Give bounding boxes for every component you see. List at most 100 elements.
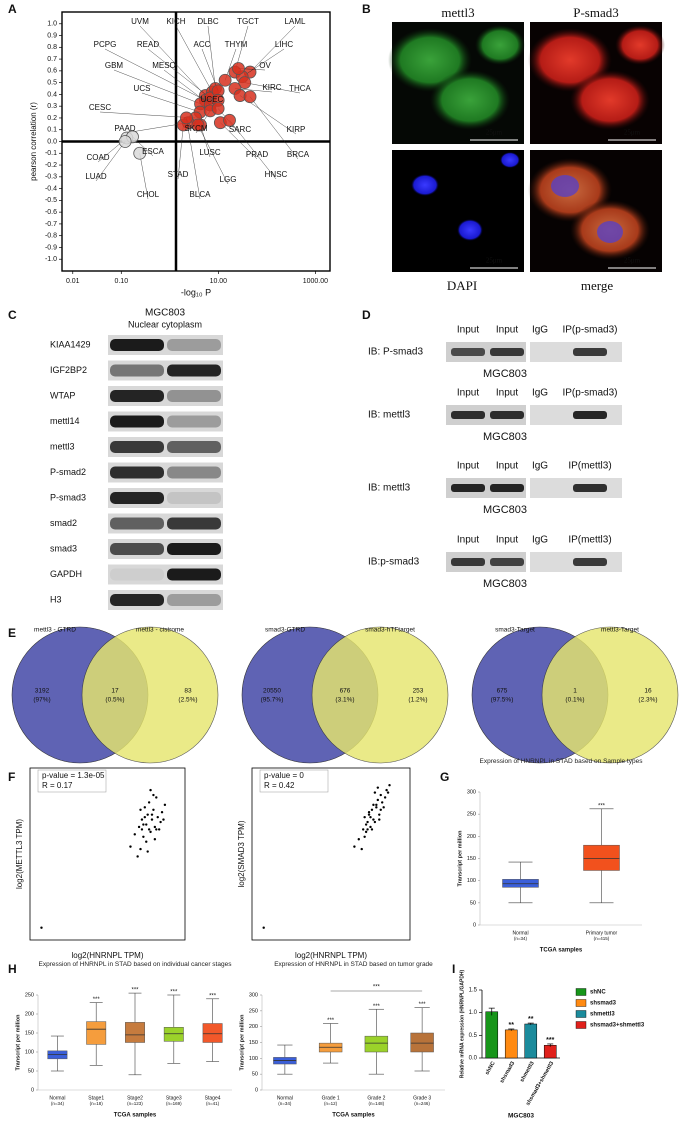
venn-count: (0.1%) — [565, 697, 584, 704]
panel-label: F — [8, 770, 15, 784]
lane-label: Input — [496, 325, 518, 336]
point-label: LUSC — [199, 148, 221, 157]
point-label: LUAD — [85, 172, 107, 181]
point-label: OV — [259, 61, 271, 70]
point-label: THYM — [225, 40, 248, 49]
venn-count: (2.3%) — [638, 697, 657, 704]
point — [372, 803, 375, 807]
point-label: STAD — [168, 170, 189, 179]
x-tick-label: 0.10 — [114, 278, 128, 285]
box — [364, 1035, 389, 1053]
point — [153, 838, 157, 841]
x-tick-label: Normal — [49, 1095, 65, 1101]
legend-swatch — [575, 988, 587, 996]
point-label: KICH — [166, 17, 185, 26]
x-axis-label: MGC803 — [508, 1113, 534, 1120]
x-axis-label: -log₁₀ P — [181, 287, 211, 297]
point — [147, 828, 151, 831]
lane-label: Input — [457, 535, 479, 546]
x-tick-label: Primary tumor — [586, 930, 618, 936]
y-tick-label: 50 — [28, 1068, 34, 1074]
y-tick-label: 0.6 — [47, 68, 57, 75]
blot-band — [573, 558, 607, 566]
point — [155, 796, 158, 799]
point — [118, 135, 132, 148]
venn-set-label: mettl3-Target — [601, 627, 639, 634]
point — [163, 803, 167, 807]
point — [262, 926, 265, 929]
annotation-box — [37, 769, 107, 793]
point-label: SKCM — [184, 124, 207, 133]
panel-label: H — [8, 962, 17, 976]
panel-label: G — [440, 770, 449, 784]
ib-label: IB: P-smad3 — [368, 347, 423, 358]
blot-band — [110, 415, 164, 428]
lane-label: IgG — [532, 535, 548, 546]
blot-band — [110, 492, 164, 504]
y-tick-label: 0.7 — [47, 56, 57, 63]
point-label: BLCA — [190, 190, 212, 199]
point — [373, 820, 377, 824]
y-tick-label: 0 — [31, 1087, 34, 1093]
x-tick-label: Grade 2 — [367, 1095, 385, 1101]
point — [149, 830, 152, 834]
point — [357, 838, 360, 841]
leader-line — [163, 69, 211, 106]
box — [86, 1021, 107, 1045]
y-tick-label: 0 — [255, 1087, 258, 1093]
venn-count: 253 — [413, 688, 424, 695]
y-tick-label: 100 — [25, 1049, 34, 1055]
legend-label: shNC — [590, 990, 606, 996]
point — [366, 828, 369, 831]
point-label: MESO — [152, 61, 176, 70]
y-tick-label: -0.3 — [45, 174, 57, 181]
sample-size: (n=34) — [51, 1101, 65, 1106]
y-tick-label: 150 — [467, 856, 476, 862]
significance: *** — [373, 1004, 381, 1010]
legend-swatch — [575, 1021, 587, 1029]
protein-label: mettl14 — [50, 416, 80, 426]
point — [378, 818, 381, 821]
y-tick-label: 0.2 — [47, 115, 57, 122]
point-label: DLBC — [197, 17, 219, 26]
chart-title: Expression of HNRNPL in STAD based on Sa… — [479, 758, 643, 765]
point-label: KIRP — [287, 125, 306, 134]
significance: ** — [528, 1016, 534, 1023]
blot-band — [110, 517, 164, 530]
point — [142, 823, 145, 826]
blot-band — [167, 415, 221, 428]
sample-size: (n=41) — [206, 1101, 220, 1106]
point — [145, 823, 148, 826]
blot-band — [451, 484, 485, 492]
venn-count: (3.1%) — [335, 697, 354, 704]
point — [157, 828, 161, 831]
lane-label: IP(p-smad3) — [562, 388, 617, 399]
cell-line: MGC803 — [145, 308, 185, 319]
venn-count: 676 — [340, 688, 351, 695]
y-tick-label: 0.5 — [47, 79, 57, 86]
lane-label: IP(mettl3) — [568, 535, 611, 546]
blot-band — [110, 543, 164, 555]
point — [133, 146, 147, 160]
blot-band — [110, 390, 164, 402]
point-label: THCA — [289, 84, 311, 93]
y-tick-label: -0.2 — [45, 162, 57, 169]
leader-line — [249, 25, 296, 73]
blot-band — [167, 466, 221, 479]
point — [223, 113, 236, 127]
x-axis-label: TCGA samples — [114, 1113, 157, 1119]
blot-band — [167, 441, 221, 453]
point — [139, 808, 142, 811]
venn-count: (97%) — [33, 697, 50, 704]
point-label: LIHC — [275, 40, 293, 49]
point — [370, 808, 374, 811]
fractions: Nuclear cytoplasm — [128, 319, 202, 329]
leader-line — [229, 120, 277, 180]
significance: *** — [546, 1037, 554, 1044]
x-tick-label: Stage2 — [127, 1095, 143, 1101]
point — [162, 818, 165, 821]
point — [232, 62, 245, 75]
blot-band — [167, 339, 221, 351]
point — [369, 815, 372, 819]
